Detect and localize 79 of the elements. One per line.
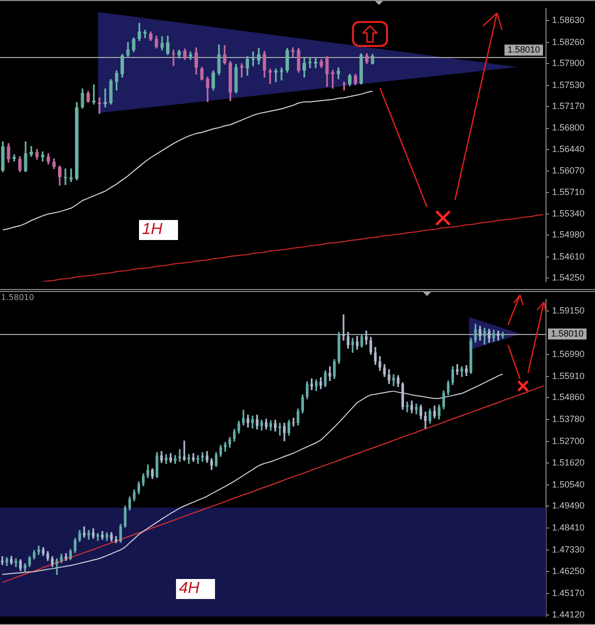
ref-line-label: 1.58010 — [507, 44, 540, 55]
candlestick — [18, 156, 22, 172]
y-tick-label: 1.54610 — [552, 251, 585, 262]
candlestick — [222, 45, 226, 65]
candlestick — [35, 149, 39, 160]
candlestick — [262, 50, 266, 78]
candlestick — [388, 369, 390, 384]
y-tick-label: 1.57900 — [552, 58, 585, 68]
candlestick — [374, 346, 377, 365]
candlestick — [110, 532, 113, 542]
candlestick — [488, 328, 491, 343]
y-tick-label: 1.44120 — [552, 609, 585, 620]
candlestick — [478, 326, 482, 341]
y-tick-label: 1.58260 — [552, 36, 585, 47]
candlestick — [169, 453, 172, 463]
y-tick-label: 1.59150 — [552, 305, 585, 316]
ref-line-label: 1.58010 — [551, 328, 584, 338]
candlestick — [82, 526, 86, 538]
candlestick — [58, 166, 62, 186]
candlestick — [282, 422, 286, 442]
y-tick-label: 1.52700 — [552, 436, 585, 446]
y-tick-label: 1.55340 — [552, 208, 585, 219]
candlestick — [10, 556, 13, 565]
annotation: 1H — [139, 220, 178, 240]
y-tick-label: 1.46250 — [552, 566, 585, 576]
candlestick — [100, 530, 104, 540]
y-tick-label: 1.54860 — [552, 392, 585, 402]
candlestick — [354, 74, 358, 86]
candlestick — [192, 453, 195, 462]
candlestick — [378, 356, 382, 371]
candlestick — [346, 332, 350, 349]
y-tick-label: 1.56990 — [552, 349, 585, 360]
y-tick-label: 1.50540 — [552, 479, 585, 490]
candlestick — [183, 48, 187, 60]
candlestick — [86, 90, 90, 103]
candlestick — [46, 153, 50, 164]
candlestick — [424, 412, 427, 429]
y-tick-label: 1.54980 — [552, 230, 585, 240]
y-tick-label: 1.56440 — [552, 144, 585, 154]
candlestick — [200, 66, 204, 80]
candlestick — [365, 53, 369, 64]
y-tick-label: 1.55710 — [552, 186, 585, 197]
annotation: 4H — [176, 579, 216, 599]
y-tick-label: 1.47330 — [552, 544, 585, 554]
candlestick — [210, 458, 213, 470]
y-tick-label: 1.56800 — [552, 122, 585, 133]
y-tick-label: 1.55910 — [552, 370, 585, 381]
y-tick-label: 1.57170 — [552, 101, 585, 111]
candlestick — [256, 414, 258, 430]
y-tick-label: 1.56070 — [552, 166, 585, 176]
candlestick — [246, 414, 250, 428]
y-tick-label: 1.48410 — [552, 522, 585, 533]
candlestick — [19, 559, 22, 572]
candlestick — [206, 76, 210, 102]
y-tick-label: 1.49490 — [552, 500, 585, 511]
y-tick-label: 1.54250 — [552, 272, 585, 283]
candlestick — [419, 404, 422, 420]
candlestick — [160, 451, 163, 463]
candlestick — [464, 365, 468, 376]
candlestick — [151, 468, 154, 480]
y-tick-label: 1.57530 — [552, 80, 585, 90]
candlestick — [320, 59, 324, 68]
candlestick — [228, 60, 232, 101]
candlestick — [396, 375, 400, 388]
candlestick — [206, 451, 208, 463]
annotation: 1.58010 — [1, 293, 34, 302]
candlestick — [148, 32, 152, 42]
candlestick — [194, 47, 198, 75]
candlestick — [296, 48, 300, 73]
candlestick — [328, 366, 332, 381]
candlestick — [433, 406, 436, 418]
y-tick-label: 1.51620 — [552, 458, 585, 468]
y-tick-label: 1.45170 — [552, 588, 585, 598]
y-tick-label: 1.58630 — [552, 15, 585, 26]
candlestick — [52, 158, 56, 170]
candlestick — [325, 56, 329, 87]
y-tick-label: 1.53780 — [552, 414, 585, 424]
candlestick — [154, 36, 158, 49]
candlestick — [6, 143, 10, 163]
